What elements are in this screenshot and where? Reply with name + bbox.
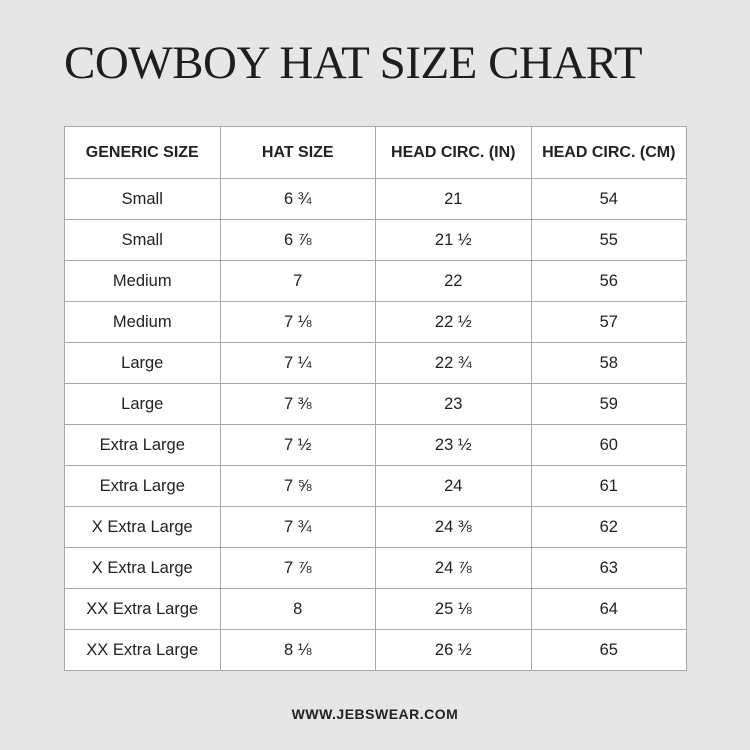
table-row: Large 7 ¼ 22 ¾ 58 [64,342,687,384]
table-cell: 56 [530,260,687,302]
table-cell: Medium [64,260,221,302]
table-cell: 24 [375,465,532,507]
table-row: Small 6 ¾ 21 54 [64,178,687,220]
table-row: Extra Large 7 ½ 23 ½ 60 [64,424,687,466]
table-cell: 7 ⅝ [219,465,376,507]
size-table: GENERIC SIZE HAT SIZE HEAD CIRC. (IN) HEAD … [64,126,687,671]
table-cell: 58 [530,342,687,384]
column-header: HEAD CIRC. (CM) [530,126,687,179]
column-header: HEAD CIRC. (IN) [375,126,532,179]
table-cell: 21 [375,178,532,220]
table-cell: 62 [530,506,687,548]
table-cell: 24 ⅜ [375,506,532,548]
website: WWW.JEBSWEAR.COM [291,706,459,722]
table-body: Small 6 ¾ 21 54 Small 6 ⅞ 21 ½ 55 Medium 7 22 56 Med… [64,178,687,671]
table-row: Extra Large 7 ⅝ 24 61 [64,465,687,507]
table-cell: Extra Large [64,424,221,466]
table-cell: X Extra Large [64,547,221,589]
column-header: GENERIC SIZE [64,126,221,179]
table-cell: 8 [219,588,376,630]
table-cell: 6 ⅞ [219,219,376,261]
table-cell: 21 ½ [375,219,532,261]
header-row: GENERIC SIZE HAT SIZE HEAD CIRC. (IN) HEAD … [64,126,687,179]
table-cell: 55 [530,219,687,261]
table-cell: 54 [530,178,687,220]
table-cell: 8 ⅛ [219,629,376,671]
table-cell: 7 ⅛ [219,301,376,343]
table-cell: 57 [530,301,687,343]
table-row: X Extra Large 7 ⅞ 24 ⅞ 63 [64,547,687,589]
table-cell: Small [64,219,221,261]
table-cell: 61 [530,465,687,507]
table-cell: 60 [530,424,687,466]
table-cell: 26 ½ [375,629,532,671]
table-cell: 7 ⅜ [219,383,376,425]
table-cell: 7 ¾ [219,506,376,548]
table-row: XX Extra Large 8 25 ⅛ 64 [64,588,687,630]
table-cell: 59 [530,383,687,425]
table-cell: 7 ½ [219,424,376,466]
table-cell: 22 ¾ [375,342,532,384]
table-cell: 22 ½ [375,301,532,343]
table-row: Large 7 ⅜ 23 59 [64,383,687,425]
table-cell: 6 ¾ [219,178,376,220]
table-cell: 7 ¼ [219,342,376,384]
table-cell: XX Extra Large [64,588,221,630]
table-cell: 65 [530,629,687,671]
column-header: HAT SIZE [219,126,376,179]
table-cell: 25 ⅛ [375,588,532,630]
table-cell: 22 [375,260,532,302]
table-cell: 23 [375,383,532,425]
table-cell: X Extra Large [64,506,221,548]
table-cell: XX Extra Large [64,629,221,671]
table-cell: Medium [64,301,221,343]
table-cell: 24 ⅞ [375,547,532,589]
table-row: Medium 7 22 56 [64,260,687,302]
table-cell: Extra Large [64,465,221,507]
table-cell: Large [64,342,221,384]
table-row: XX Extra Large 8 ⅛ 26 ½ 65 [64,629,687,671]
table-cell: Large [64,383,221,425]
table-row: X Extra Large 7 ¾ 24 ⅜ 62 [64,506,687,548]
table-cell: 23 ½ [375,424,532,466]
table-cell: 7 [219,260,376,302]
table-cell: Small [64,178,221,220]
table-row: Medium 7 ⅛ 22 ½ 57 [64,301,687,343]
table-row: Small 6 ⅞ 21 ½ 55 [64,219,687,261]
table-cell: 64 [530,588,687,630]
table-cell: 7 ⅞ [219,547,376,589]
table-cell: 63 [530,547,687,589]
title: COWBOY HAT SIZE CHART [64,37,643,89]
